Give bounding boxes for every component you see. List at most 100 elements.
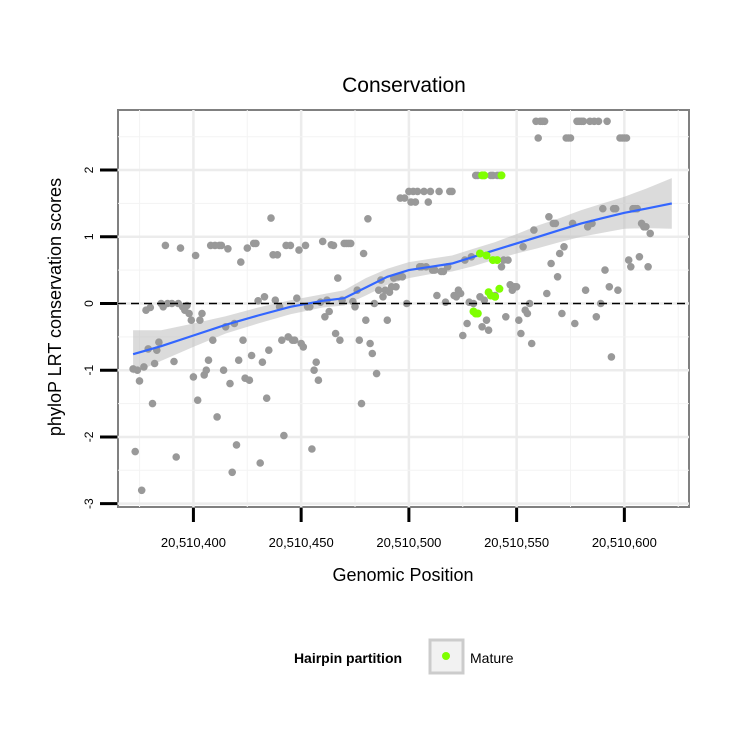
data-point bbox=[193, 396, 202, 405]
data-point bbox=[202, 366, 211, 375]
y-tick-label: -2 bbox=[82, 431, 96, 442]
data-point bbox=[237, 258, 245, 266]
data-point bbox=[155, 338, 163, 347]
data-point bbox=[614, 286, 622, 295]
data-point bbox=[555, 249, 564, 258]
data-point bbox=[204, 356, 213, 365]
legend-key-box bbox=[428, 638, 465, 675]
data-point bbox=[379, 293, 387, 301]
data-point bbox=[310, 366, 318, 375]
data-point bbox=[478, 323, 486, 331]
data-point bbox=[566, 134, 575, 142]
data-point bbox=[135, 377, 144, 385]
data-point bbox=[430, 266, 439, 274]
data-point bbox=[560, 243, 568, 251]
data-point bbox=[265, 346, 273, 355]
data-point bbox=[411, 198, 420, 206]
y-tick-label: -1 bbox=[82, 365, 96, 376]
data-point bbox=[247, 351, 256, 360]
data-point bbox=[517, 329, 525, 338]
data-point bbox=[607, 353, 616, 361]
data-point bbox=[364, 215, 372, 223]
data-point bbox=[280, 431, 288, 440]
data-point bbox=[433, 291, 441, 300]
data-point bbox=[435, 187, 443, 196]
data-point bbox=[594, 117, 603, 126]
smooth-line bbox=[132, 202, 673, 356]
data-point bbox=[459, 331, 467, 340]
data-point bbox=[314, 376, 323, 385]
data-point bbox=[540, 117, 549, 126]
data-point bbox=[329, 241, 338, 250]
data-point bbox=[627, 263, 635, 271]
data-point bbox=[161, 241, 170, 250]
mature-point bbox=[476, 249, 484, 258]
y-tick-label: 2 bbox=[82, 166, 96, 173]
data-point bbox=[258, 358, 267, 367]
x-tick-label: 20,510,450 bbox=[269, 535, 334, 550]
y-tick-label: 0 bbox=[82, 300, 96, 307]
data-point bbox=[262, 394, 271, 403]
data-point bbox=[219, 366, 228, 375]
data-point bbox=[191, 251, 200, 260]
data-point bbox=[243, 244, 252, 252]
data-point bbox=[646, 229, 654, 238]
mature-point bbox=[482, 251, 491, 260]
data-point bbox=[308, 445, 316, 453]
legend: Hairpin partition Mature bbox=[294, 638, 514, 675]
data-point bbox=[170, 357, 178, 366]
mature-point bbox=[495, 284, 504, 293]
data-point bbox=[622, 134, 631, 142]
data-point bbox=[413, 187, 422, 196]
data-point bbox=[368, 349, 377, 358]
data-point bbox=[150, 359, 159, 368]
data-point bbox=[355, 336, 364, 345]
data-point bbox=[312, 358, 321, 367]
x-axis-label: Genomic Position bbox=[332, 565, 473, 585]
data-point bbox=[321, 313, 329, 321]
data-point bbox=[346, 239, 355, 248]
data-point bbox=[336, 336, 344, 345]
data-point bbox=[137, 486, 146, 495]
chart-title: Conservation bbox=[342, 74, 466, 97]
data-point bbox=[601, 266, 609, 274]
data-point bbox=[172, 453, 180, 461]
data-point bbox=[176, 244, 185, 252]
data-point bbox=[441, 298, 450, 307]
data-point bbox=[553, 273, 562, 281]
data-point bbox=[420, 187, 428, 196]
data-point bbox=[592, 313, 601, 321]
data-point bbox=[484, 326, 493, 335]
data-point bbox=[357, 399, 366, 408]
smooth-line-group bbox=[132, 202, 673, 356]
data-point bbox=[480, 296, 489, 305]
data-point bbox=[267, 214, 275, 222]
x-tick-label: 20,510,600 bbox=[592, 535, 657, 550]
data-point bbox=[131, 447, 139, 456]
mature-point bbox=[491, 292, 500, 301]
data-point bbox=[558, 309, 566, 318]
data-point bbox=[140, 363, 148, 371]
data-point bbox=[497, 263, 506, 271]
data-point bbox=[318, 237, 327, 246]
data-point bbox=[644, 263, 652, 271]
data-point bbox=[398, 273, 407, 281]
data-point bbox=[295, 246, 303, 254]
legend-label-mature: Mature bbox=[470, 650, 514, 666]
data-point bbox=[293, 294, 301, 303]
data-point bbox=[306, 303, 314, 311]
data-point bbox=[374, 286, 383, 295]
x-tick-label: 20,510,400 bbox=[161, 535, 226, 550]
data-point bbox=[581, 286, 590, 295]
data-point bbox=[228, 468, 236, 477]
data-point bbox=[351, 303, 359, 311]
data-point bbox=[424, 198, 433, 206]
data-point bbox=[209, 336, 217, 345]
data-point bbox=[256, 459, 265, 467]
data-point bbox=[642, 223, 650, 231]
data-point bbox=[463, 319, 471, 328]
mature-points bbox=[469, 171, 506, 318]
data-point bbox=[252, 239, 260, 248]
data-point bbox=[482, 316, 491, 325]
